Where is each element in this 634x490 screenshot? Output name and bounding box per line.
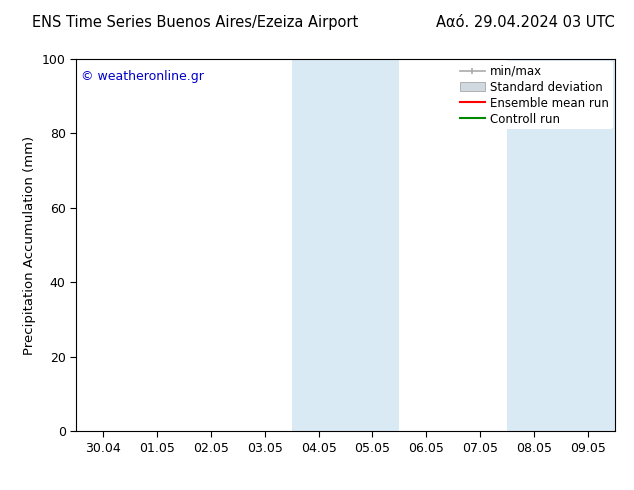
- Text: Ααό. 29.04.2024 03 UTC: Ααό. 29.04.2024 03 UTC: [436, 15, 615, 29]
- Text: ENS Time Series Buenos Aires/Ezeiza Airport: ENS Time Series Buenos Aires/Ezeiza Airp…: [32, 15, 358, 29]
- Y-axis label: Precipitation Accumulation (mm): Precipitation Accumulation (mm): [23, 135, 36, 355]
- Bar: [561, 59, 615, 431]
- Bar: [346, 59, 399, 431]
- Bar: [507, 59, 561, 431]
- Bar: [292, 59, 346, 431]
- Legend: min/max, Standard deviation, Ensemble mean run, Controll run: min/max, Standard deviation, Ensemble me…: [456, 61, 612, 129]
- Text: © weatheronline.gr: © weatheronline.gr: [81, 70, 204, 83]
